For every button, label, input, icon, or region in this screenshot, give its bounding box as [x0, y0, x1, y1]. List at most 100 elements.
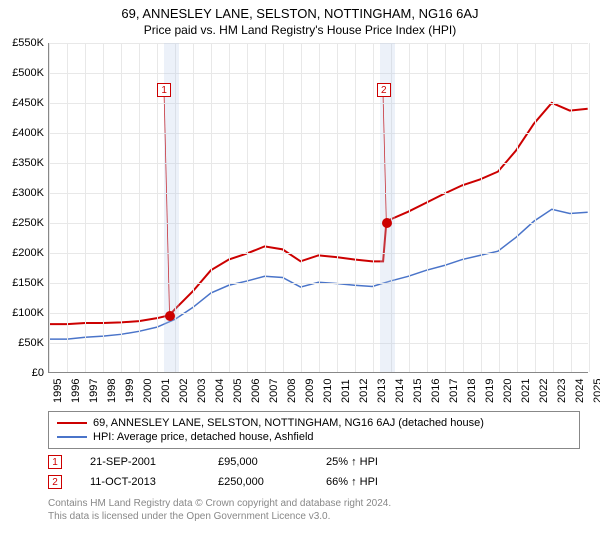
plot-area: 12 — [48, 43, 588, 373]
grid-line-v — [445, 43, 446, 372]
x-tick-label: 2025 — [592, 379, 600, 403]
transaction-date: 21-SEP-2001 — [90, 456, 190, 468]
y-tick-label: £550K — [12, 37, 44, 49]
y-tick-label: £250K — [12, 217, 44, 229]
chart-area: £0 £50K £100K £150K £200K £250K £300K £350K £400… — [0, 43, 600, 403]
transaction-marker: 2 — [48, 475, 62, 489]
footnote-line-1: Contains HM Land Registry data © Crown c… — [48, 497, 580, 510]
legend-swatch-2 — [57, 436, 87, 438]
grid-line-v — [121, 43, 122, 372]
x-tick-label: 2017 — [448, 379, 460, 403]
y-tick-label: £0 — [32, 367, 44, 379]
footnote: Contains HM Land Registry data © Crown c… — [48, 497, 580, 523]
transaction-row: 2 11-OCT-2013 £250,000 66% ↑ HPI — [48, 475, 580, 489]
legend-row-2: HPI: Average price, detached house, Ashf… — [57, 430, 571, 444]
grid-line-v — [553, 43, 554, 372]
grid-line-v — [265, 43, 266, 372]
transaction-hpi-delta: 25% ↑ HPI — [326, 456, 378, 468]
grid-line-v — [319, 43, 320, 372]
grid-line-v — [481, 43, 482, 372]
transaction-marker: 1 — [48, 455, 62, 469]
x-tick-label: 2001 — [160, 379, 172, 403]
grid-line-v — [283, 43, 284, 372]
marker-box-2: 2 — [377, 83, 391, 97]
y-tick-label: £100K — [12, 307, 44, 319]
grid-line-v — [103, 43, 104, 372]
grid-line-v — [517, 43, 518, 372]
x-tick-label: 2011 — [340, 379, 352, 403]
transaction-date: 11-OCT-2013 — [90, 476, 190, 488]
legend-swatch-1 — [57, 422, 87, 424]
grid-line-v — [499, 43, 500, 372]
marker-dot-1 — [165, 311, 175, 321]
legend-label-2: HPI: Average price, detached house, Ashf… — [93, 431, 314, 443]
legend-label-1: 69, ANNESLEY LANE, SELSTON, NOTTINGHAM, … — [93, 417, 484, 429]
x-tick-label: 2006 — [250, 379, 262, 403]
grid-line-v — [67, 43, 68, 372]
x-tick-label: 2003 — [196, 379, 208, 403]
grid-line-v — [409, 43, 410, 372]
x-tick-label: 2014 — [394, 379, 406, 403]
grid-line-v — [373, 43, 374, 372]
grid-line-v — [247, 43, 248, 372]
x-tick-label: 1999 — [124, 379, 136, 403]
grid-line-v — [49, 43, 50, 372]
x-tick-label: 2000 — [142, 379, 154, 403]
transaction-row: 1 21-SEP-2001 £95,000 25% ↑ HPI — [48, 455, 580, 469]
grid-line-v — [139, 43, 140, 372]
transaction-hpi-delta: 66% ↑ HPI — [326, 476, 378, 488]
x-tick-label: 1996 — [70, 379, 82, 403]
grid-line-v — [427, 43, 428, 372]
x-tick-label: 2008 — [286, 379, 298, 403]
grid-line-v — [337, 43, 338, 372]
y-tick-label: £400K — [12, 127, 44, 139]
chart-subtitle: Price paid vs. HM Land Registry's House … — [0, 21, 600, 43]
y-tick-label: £50K — [18, 337, 44, 349]
marker-dot-2 — [382, 218, 392, 228]
grid-line-v — [463, 43, 464, 372]
legend: 69, ANNESLEY LANE, SELSTON, NOTTINGHAM, … — [48, 411, 580, 449]
grid-line-v — [85, 43, 86, 372]
x-tick-label: 2024 — [574, 379, 586, 403]
x-tick-label: 2012 — [358, 379, 370, 403]
y-axis: £0£50K£100K£150K£200K£250K£300K£350K£400… — [0, 43, 48, 373]
x-tick-label: 2005 — [232, 379, 244, 403]
y-tick-label: £450K — [12, 97, 44, 109]
x-tick-label: 1997 — [88, 379, 100, 403]
y-tick-label: £500K — [12, 67, 44, 79]
grid-line-v — [301, 43, 302, 372]
legend-row-1: 69, ANNESLEY LANE, SELSTON, NOTTINGHAM, … — [57, 416, 571, 430]
y-tick-label: £200K — [12, 247, 44, 259]
y-tick-label: £350K — [12, 157, 44, 169]
x-tick-label: 1998 — [106, 379, 118, 403]
transaction-price: £250,000 — [218, 476, 298, 488]
x-tick-label: 1995 — [52, 379, 64, 403]
grid-line-v — [535, 43, 536, 372]
x-axis: 1995 1996 1997 1998 1999 2000 2001 2002 2003 2004… — [48, 373, 588, 403]
x-tick-label: 2004 — [214, 379, 226, 403]
x-tick-label: 2013 — [376, 379, 388, 403]
x-tick-label: 2022 — [538, 379, 550, 403]
grid-line-v — [229, 43, 230, 372]
marker-box-1: 1 — [157, 83, 171, 97]
x-tick-label: 2015 — [412, 379, 424, 403]
x-tick-label: 2007 — [268, 379, 280, 403]
x-tick-label: 2023 — [556, 379, 568, 403]
grid-line-v — [193, 43, 194, 372]
y-tick-label: £150K — [12, 277, 44, 289]
x-tick-label: 2018 — [466, 379, 478, 403]
grid-line-v — [355, 43, 356, 372]
x-tick-label: 2010 — [322, 379, 334, 403]
y-tick-label: £300K — [12, 187, 44, 199]
x-tick-label: 2016 — [430, 379, 442, 403]
transactions-list: 1 21-SEP-2001 £95,000 25% ↑ HPI 2 11-OCT-2013… — [0, 455, 600, 489]
footnote-line-2: This data is licensed under the Open Gov… — [48, 510, 580, 523]
x-tick-label: 2021 — [520, 379, 532, 403]
transaction-price: £95,000 — [218, 456, 298, 468]
grid-line-v — [589, 43, 590, 372]
x-tick-label: 2009 — [304, 379, 316, 403]
grid-line-v — [211, 43, 212, 372]
x-tick-label: 2002 — [178, 379, 190, 403]
chart-title: 69, ANNESLEY LANE, SELSTON, NOTTINGHAM, … — [0, 0, 600, 21]
grid-line-v — [571, 43, 572, 372]
